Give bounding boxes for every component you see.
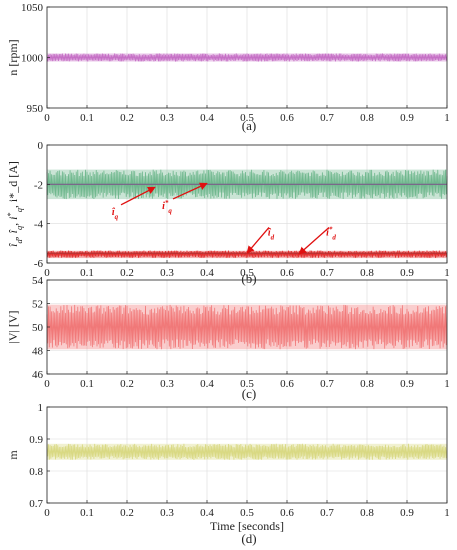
annotation-label: i*d <box>326 225 336 241</box>
x-tick-label: 0.4 <box>200 507 214 519</box>
x-tick-label: 0.6 <box>280 378 294 390</box>
y-tick-label: 54 <box>32 275 44 287</box>
y-tick-label: 0.9 <box>29 434 43 446</box>
y-tick-label: 46 <box>32 369 44 381</box>
x-tick-label: 1 <box>444 378 450 390</box>
annotation-label: îd <box>268 227 275 241</box>
annotation-arrow <box>298 226 330 255</box>
x-tick-label: 0.4 <box>200 112 214 124</box>
x-tick-label: 0.8 <box>360 267 374 279</box>
x-tick-label: 0.5 <box>240 267 254 279</box>
x-tick-label: 0.3 <box>160 112 174 124</box>
annotation-arrow <box>246 227 270 254</box>
x-tick-label: 0 <box>44 507 50 519</box>
y-tick-label: 0.7 <box>29 498 43 510</box>
x-tick-label: 0.2 <box>120 378 134 390</box>
x-tick-label: 0 <box>44 112 50 124</box>
y-tick-label: 0.8 <box>29 466 43 478</box>
x-tick-label: 0.3 <box>160 378 174 390</box>
panel-c: 0 0.1 0.2 0.3 0.4 0.5 0.6 0.7 0.8 0.9 1 46 48 50 52 54 |… <box>6 275 450 401</box>
series <box>46 304 448 350</box>
x-tick-label: 0.8 <box>360 507 374 519</box>
panel-d: 0 0.1 0.2 0.3 0.4 0.5 0.6 0.7 0.8 0.9 1 0.7 0.8 0.9 1 m… <box>6 402 450 546</box>
x-tick-label: 0.5 <box>240 378 254 390</box>
x-tick-label: 0 <box>44 267 50 279</box>
y-tick-label: 1 <box>38 402 44 414</box>
y-axis-label: m <box>6 450 20 460</box>
x-tick-label: 0.7 <box>320 378 334 390</box>
series <box>46 53 448 62</box>
x-tick-label: 0.6 <box>280 267 294 279</box>
series-line <box>46 169 448 200</box>
y-tick-label: -2 <box>34 179 43 191</box>
y-tick-label: 950 <box>27 103 44 115</box>
x-tick-label: 0.6 <box>280 112 294 124</box>
y-tick-label: 1050 <box>21 2 44 14</box>
x-tick-label: 0.9 <box>400 112 414 124</box>
x-tick-label: 0.7 <box>320 507 334 519</box>
x-tick-label: 0.9 <box>400 267 414 279</box>
x-tick-label: 0.1 <box>80 378 94 390</box>
x-tick-label: 0.2 <box>120 267 134 279</box>
x-axis-label: Time [seconds] <box>210 519 284 533</box>
annotation-arrow <box>172 182 208 200</box>
series <box>46 250 448 259</box>
x-tick-label: 1 <box>444 112 450 124</box>
panel-a: 0 0.1 0.2 0.3 0.4 0.5 0.6 0.7 0.8 0.9 1 950 1000 1050… <box>6 2 450 133</box>
panel-caption: (d) <box>241 531 256 546</box>
y-tick-label: 52 <box>32 299 43 311</box>
series <box>46 443 448 460</box>
y-tick-label: 0 <box>38 140 44 152</box>
panel-b: 0 0.1 0.2 0.3 0.4 0.5 0.6 0.7 0.8 0.9 1 -6 -4 -2 0 îd, … <box>6 140 450 286</box>
x-tick-label: 1 <box>444 267 450 279</box>
x-tick-label: 0.1 <box>80 507 94 519</box>
y-axis-label: îd, îq, i*q, i*_d [A] <box>6 161 24 247</box>
series-line <box>46 443 448 460</box>
series-line <box>46 53 448 62</box>
panel-caption: (c) <box>242 386 256 401</box>
annotation-arrow <box>120 186 156 206</box>
x-tick-label: 0.4 <box>200 378 214 390</box>
y-tick-label: -4 <box>34 219 44 231</box>
x-tick-label: 0.5 <box>240 507 254 519</box>
x-tick-label: 0.7 <box>320 267 334 279</box>
y-tick-label: 48 <box>32 346 44 358</box>
x-tick-label: 0.9 <box>400 378 414 390</box>
x-tick-label: 0.5 <box>240 112 254 124</box>
panel-caption: (a) <box>242 118 256 133</box>
annotation-label: i*q <box>162 199 172 215</box>
x-tick-label: 0.6 <box>280 507 294 519</box>
annotation-label: îq <box>112 207 119 221</box>
x-tick-label: 0.3 <box>160 507 174 519</box>
y-tick-label: 1000 <box>21 53 44 65</box>
x-tick-label: 0.1 <box>80 112 94 124</box>
x-tick-label: 1 <box>444 507 450 519</box>
panel-caption: (b) <box>241 271 256 286</box>
x-tick-label: 0.8 <box>360 112 374 124</box>
series-line <box>46 304 448 350</box>
y-tick-label: -6 <box>34 258 44 270</box>
x-tick-label: 0.9 <box>400 507 414 519</box>
y-tick-label: 50 <box>32 322 44 334</box>
x-tick-label: 0.2 <box>120 507 134 519</box>
x-tick-label: 0.8 <box>360 378 374 390</box>
x-tick-label: 0.4 <box>200 267 214 279</box>
x-tick-label: 0.2 <box>120 112 134 124</box>
x-tick-label: 0 <box>44 378 50 390</box>
x-tick-label: 0.7 <box>320 112 334 124</box>
y-axis-label: |V| [V] <box>6 310 20 343</box>
x-tick-label: 0.3 <box>160 267 174 279</box>
x-tick-label: 0.1 <box>80 267 94 279</box>
y-axis-label: n [rpm] <box>6 39 20 75</box>
